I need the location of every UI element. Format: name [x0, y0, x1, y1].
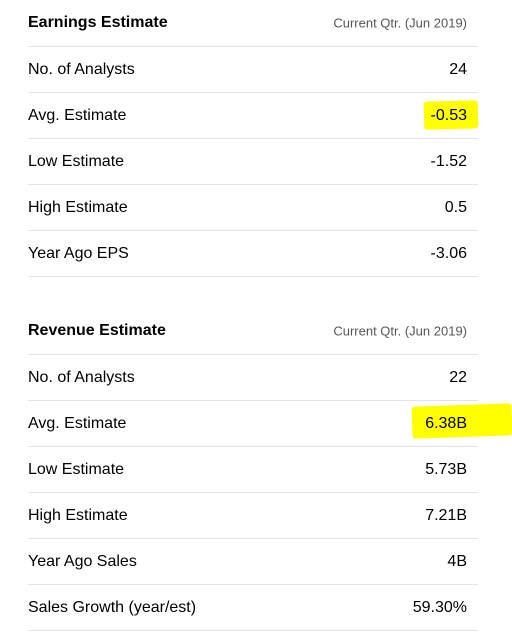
row-label: High Estimate [28, 198, 128, 216]
row-value: -3.06 [430, 244, 467, 262]
row-value: 6.38B [425, 414, 467, 432]
row-value: 59.30% [412, 598, 467, 616]
row-value: 22 [449, 368, 467, 386]
table-row: High Estimate 7.21B [28, 493, 478, 539]
revenue-estimate-table: Revenue Estimate Current Qtr. (Jun 2019)… [28, 308, 512, 631]
row-label: No. of Analysts [28, 368, 135, 386]
row-label: Low Estimate [28, 152, 125, 170]
table-row: Avg. Estimate -0.53 [28, 93, 479, 139]
row-value: 0.5 [444, 198, 467, 216]
row-label: No. of Analysts [28, 60, 135, 78]
earnings-estimate-table: Earnings Estimate Current Qtr. (Jun 2019… [28, 0, 479, 277]
row-label: Year Ago EPS [28, 244, 129, 262]
row-value: 5.73B [425, 460, 467, 478]
table-row: Low Estimate 5.73B [28, 447, 478, 493]
revenue-title: Revenue Estimate [28, 322, 166, 339]
row-value: -0.53 [430, 106, 467, 124]
table-row: Avg. Estimate 6.38B [28, 401, 512, 447]
row-label: Avg. Estimate [28, 106, 127, 124]
row-label: High Estimate [28, 506, 128, 524]
row-value: 4B [447, 552, 467, 570]
revenue-period: Current Qtr. (Jun 2019) [333, 323, 467, 339]
row-label: Avg. Estimate [28, 414, 127, 432]
table-row: Year Ago EPS -3.06 [28, 231, 478, 277]
table-row: High Estimate 0.5 [28, 185, 478, 231]
table-row: Year Ago Sales 4B [28, 539, 478, 585]
table-row: No. of Analysts 24 [28, 47, 478, 93]
row-label: Year Ago Sales [28, 552, 137, 570]
table-row: Sales Growth (year/est) 59.30% [28, 585, 478, 631]
earnings-header-row: Earnings Estimate Current Qtr. (Jun 2019… [28, 0, 478, 47]
revenue-header-row: Revenue Estimate Current Qtr. (Jun 2019) [28, 308, 478, 355]
table-row: Low Estimate -1.52 [28, 139, 478, 185]
row-value: 24 [449, 60, 467, 78]
row-label: Low Estimate [28, 460, 125, 478]
table-row: No. of Analysts 22 [28, 355, 478, 401]
row-label: Sales Growth (year/est) [28, 598, 197, 616]
earnings-period: Current Qtr. (Jun 2019) [333, 15, 467, 31]
row-value: -1.52 [430, 152, 467, 170]
earnings-title: Earnings Estimate [28, 14, 168, 31]
row-value: 7.21B [425, 506, 467, 524]
